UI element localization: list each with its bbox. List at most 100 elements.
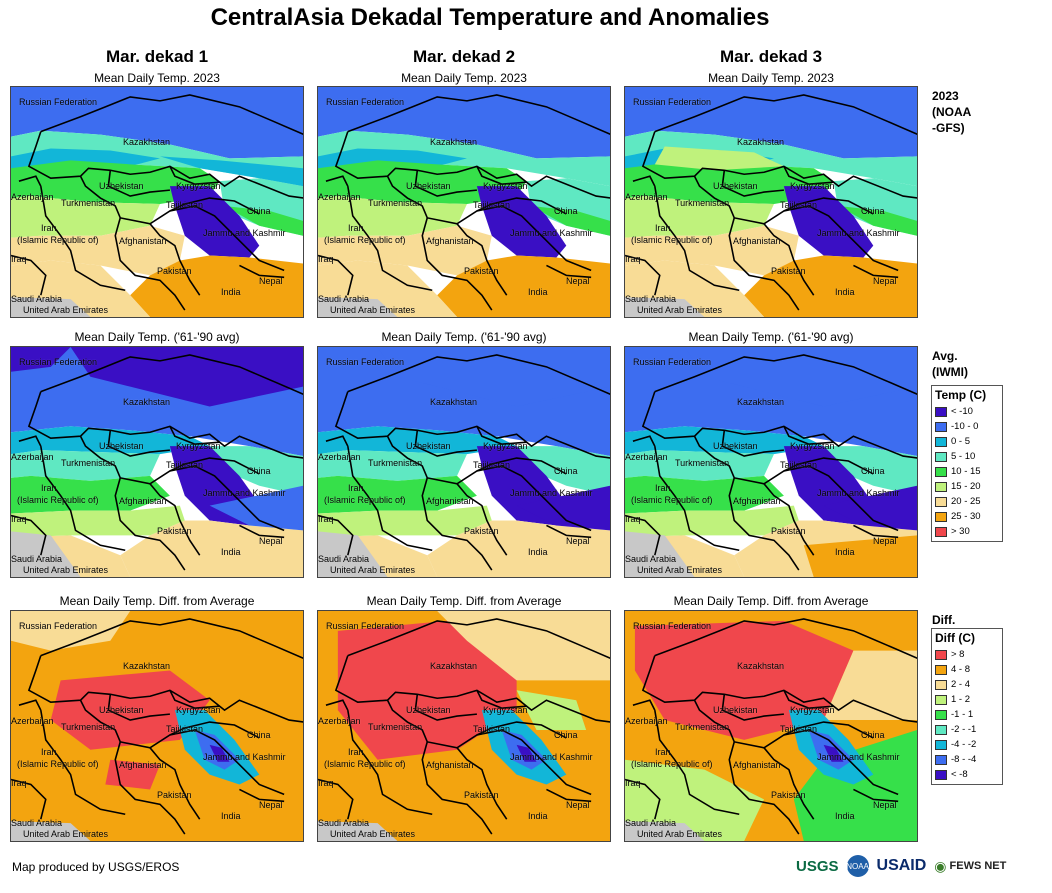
place-label-tajikistan: Tajikistan [780, 200, 818, 210]
country-border [27, 131, 303, 199]
place-label-pakistan: Pakistan [157, 526, 192, 536]
country-border [421, 741, 493, 835]
country-border [654, 354, 917, 396]
place-label-russia: Russian Federation [633, 97, 712, 107]
temperature-legend-item: -10 - 0 [935, 419, 999, 434]
map-image: Russian Federation Kazakhstan Uzbekistan Ky… [317, 86, 611, 318]
country-border [18, 175, 42, 187]
place-label-uzbekistan: Uzbekistan [713, 441, 758, 451]
legend-swatch [935, 649, 947, 660]
map-panel-average-dekad-3: Mean Daily Temp. ('61-'90 avg) Russian Fe… [624, 330, 918, 578]
raster-region [318, 531, 388, 577]
country-border [149, 223, 201, 296]
column-title-dekad-3: Mar. dekad 3 [719, 47, 823, 66]
place-label-jammu: Jammu and Kashmir [203, 752, 286, 762]
panel-title: Mean Daily Temp. Diff. from Average [673, 594, 869, 608]
place-label-tajikistan: Tajikistan [166, 460, 204, 470]
place-label-tajikistan: Tajikistan [166, 724, 204, 734]
raster-region [209, 485, 303, 531]
raster-region [11, 531, 81, 577]
raster-region [625, 821, 705, 841]
country-border [728, 741, 800, 835]
country-border [783, 465, 899, 532]
country-border [456, 483, 508, 556]
place-label-afghanistan: Afghanistan [119, 760, 167, 770]
country-border [721, 430, 784, 457]
place-label-kyrgyzstan: Kyrgyzstan [483, 181, 528, 191]
place-label-india: India [528, 547, 548, 557]
legend-swatch [935, 724, 947, 735]
country-border [40, 186, 126, 292]
country-border [853, 264, 899, 279]
map-panel-current-dekad-2: Mean Daily Temp. 2023 Russian Federation K… [317, 71, 611, 318]
place-label-jammu: Jammu and Kashmir [817, 228, 900, 238]
country-border [27, 655, 303, 723]
temperature-legend-item: 0 - 5 [935, 434, 999, 449]
country-border [347, 94, 610, 136]
legend-label: < -10 [951, 406, 973, 417]
country-border [491, 457, 567, 475]
country-border [318, 514, 354, 556]
place-label-pakistan: Pakistan [157, 790, 192, 800]
usaid-logo: USAID [876, 857, 927, 874]
legend-swatch [935, 754, 947, 765]
temperature-legend-item: < -10 [935, 404, 999, 419]
raster-region [11, 347, 71, 372]
place-label-kazakhstan: Kazakhstan [737, 661, 785, 671]
place-label-uzbekistan: Uzbekistan [406, 441, 451, 451]
country-border [728, 217, 800, 311]
country-border [476, 205, 592, 272]
country-border [325, 175, 349, 187]
place-label-nepal: Nepal [259, 536, 283, 546]
raster-region [11, 160, 220, 204]
raster-region [634, 620, 854, 740]
country-border [114, 741, 186, 835]
place-label-afghanistan: Afghanistan [733, 496, 781, 506]
raster-region [159, 156, 303, 187]
panel-title: Mean Daily Temp. 2023 [708, 71, 834, 85]
row-label-current-line3: -GFS) [932, 121, 965, 135]
panel-title: Mean Daily Temp. 2023 [94, 71, 220, 85]
place-label-azerbaijan: Azerbaijan [625, 192, 668, 202]
country-border [798, 721, 874, 739]
place-label-turkmenistan: Turkmenistan [61, 198, 116, 208]
country-border [632, 175, 656, 187]
place-label-kazakhstan: Kazakhstan [430, 397, 478, 407]
place-label-iraq: Iraq [625, 778, 641, 788]
temperature-legend: Temp (C) < -10 -10 - 0 0 - 5 5 - 10 10 - 15 1… [931, 385, 1003, 542]
difference-legend-item: -1 - 1 [935, 707, 999, 722]
raster-region [209, 446, 303, 496]
place-label-iraq: Iraq [11, 778, 27, 788]
place-label-india: India [835, 287, 855, 297]
country-border [763, 223, 815, 296]
country-border [347, 710, 433, 816]
row-label-current: 2023 (NOAA -GFS) [932, 88, 971, 136]
place-label-iraq: Iraq [11, 254, 27, 264]
country-border [693, 175, 800, 225]
place-label-saudi: Saudi Arabia [318, 554, 370, 564]
raster-region [823, 446, 917, 496]
map-panel-average-dekad-1: Mean Daily Temp. ('61-'90 avg) Russian Fe… [10, 330, 304, 578]
raster-region [625, 505, 799, 538]
country-border [27, 391, 303, 459]
difference-legend-item: 2 - 4 [935, 677, 999, 692]
raster-region [625, 225, 799, 276]
country-border [40, 94, 303, 136]
place-label-iran: Iran [655, 747, 671, 757]
raster-region [823, 744, 844, 762]
place-label-afghanistan: Afghanistan [426, 236, 474, 246]
place-label-iran-sub: (Islamic Republic of) [324, 235, 406, 245]
raster-region [625, 531, 695, 577]
legend-swatch [935, 451, 947, 462]
place-label-saudi: Saudi Arabia [11, 554, 63, 564]
country-border [721, 170, 784, 197]
country-border [318, 778, 354, 820]
country-border [632, 699, 656, 711]
raster-region [11, 505, 185, 538]
temperature-legend-item: 10 - 15 [935, 464, 999, 479]
country-border [421, 217, 493, 311]
row-label-average-line1: Avg. [932, 349, 958, 363]
raster-region [70, 347, 303, 407]
place-label-uae: United Arab Emirates [23, 565, 109, 575]
place-label-russia: Russian Federation [633, 357, 712, 367]
